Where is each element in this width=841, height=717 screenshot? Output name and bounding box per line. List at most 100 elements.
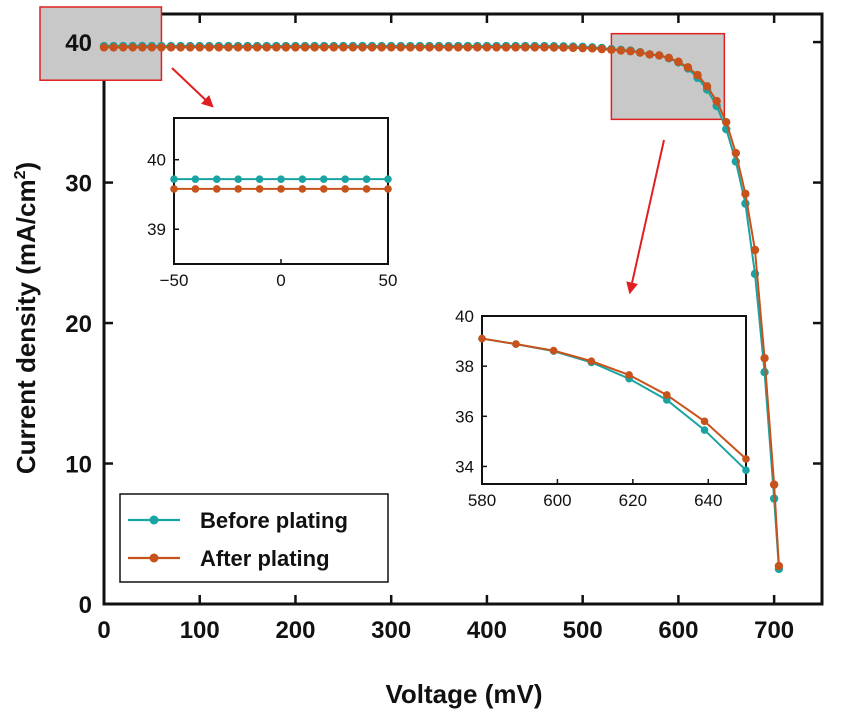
inset-right-data-point: [742, 466, 750, 475]
main-data-point: [774, 561, 784, 571]
main-data-point: [769, 480, 779, 489]
main-data-point: [741, 189, 750, 199]
main-data-point: [272, 43, 281, 52]
y-axis-title: Current density (mA/cm2): [11, 162, 41, 474]
legend: Before plating After plating: [119, 493, 389, 583]
main-data-point: [530, 43, 539, 52]
main-data-point: [138, 43, 147, 52]
main-data-point: [99, 43, 109, 52]
legend-item-before: Before plating: [128, 508, 348, 533]
inset-left-x-tick-label: 50: [379, 271, 398, 290]
main-data-point: [367, 43, 377, 52]
main-plot-frame: [102, 12, 824, 606]
inset-right-data-point: [549, 346, 558, 355]
main-data-point: [683, 63, 693, 72]
x-tick-label: 0: [97, 617, 110, 644]
main-plot: 010020030040050060070001020304040: [39, 6, 824, 644]
inset-left-data-point: [255, 185, 264, 193]
main-data-point: [281, 43, 291, 52]
legend-box: [119, 493, 389, 583]
legend-label: After plating: [200, 546, 330, 571]
inset-right-y-tick-label: 38: [455, 357, 474, 376]
main-data-point: [664, 53, 674, 63]
y-axis-title-close: ): [11, 162, 41, 171]
inset-left-data-point: [170, 185, 178, 193]
main-data-point: [319, 43, 329, 52]
main-data-point: [731, 148, 741, 158]
inset-right-x-tick-label: 580: [468, 491, 496, 510]
inset-left-data-point: [298, 175, 307, 183]
inset-left-data-point: [341, 185, 350, 193]
main-data-point: [722, 117, 731, 127]
inset-left-data-point: [362, 185, 371, 193]
main-data-point: [109, 43, 118, 52]
inset-left-y-tick-label: 40: [147, 151, 166, 170]
y-tick-label: 30: [65, 171, 92, 198]
inset-left-data-point: [384, 185, 392, 193]
main-data-point: [540, 43, 549, 52]
main-data-point: [693, 70, 702, 80]
y-axis-title-base: Current density (mA/cm: [11, 179, 41, 474]
legend-marker: [149, 515, 159, 525]
main-data-point: [233, 43, 243, 52]
inset-right: 580 600 620 640 34 36 38 40: [455, 307, 750, 510]
inset-right-data-point: [478, 334, 486, 343]
main-data-point: [454, 43, 463, 52]
inset-left-data-point: [234, 175, 242, 183]
main-data-point: [750, 245, 760, 255]
inset-left-data-point: [191, 185, 200, 193]
inset-right-y-tick-label: 36: [455, 407, 474, 426]
inset-right-data-point: [700, 426, 709, 434]
main-data-point: [549, 43, 559, 52]
main-data-point: [329, 43, 338, 52]
main-data-point: [176, 43, 185, 52]
zoom-arrow-right: [626, 139, 665, 295]
main-data-point: [597, 44, 607, 54]
main-data-point: [157, 43, 166, 52]
main-data-point: [291, 43, 300, 52]
main-data-point: [655, 51, 664, 60]
inset-right-data-point: [512, 340, 520, 348]
legend-marker: [149, 553, 159, 563]
y-axis-title-superscript: 2: [12, 170, 29, 179]
inset-left-data-point: [384, 175, 392, 183]
zoom-arrow-left: [171, 67, 214, 108]
inset-left-data-point: [341, 175, 350, 183]
inset-left-data-point: [234, 185, 242, 193]
inset-right-data-point: [663, 391, 671, 399]
main-data-point: [387, 43, 396, 52]
y-tick-label: 0: [79, 592, 92, 619]
main-data-point: [568, 43, 578, 53]
x-tick-label: 300: [371, 617, 411, 644]
main-data-point: [578, 43, 587, 53]
main-data-point: [511, 43, 520, 52]
main-data-point: [415, 43, 425, 52]
x-axis-title: Voltage (mV): [386, 679, 543, 709]
x-tick-label: 100: [180, 617, 220, 644]
main-data-point: [473, 43, 482, 52]
x-tick-label: 600: [658, 617, 698, 644]
inset-right-data-point: [742, 455, 750, 463]
inset-left: −50 0 50 39 40: [147, 117, 398, 290]
inset-right-data-point: [625, 371, 633, 379]
zoom-region-right: [610, 32, 726, 121]
main-data-point: [501, 43, 511, 52]
main-data-point: [348, 43, 358, 52]
inset-right-data-point: [700, 417, 709, 426]
inset-left-y-tick-label: 39: [147, 220, 166, 239]
inset-left-data-point: [362, 175, 371, 183]
inset-right-series-line-after: [481, 337, 747, 460]
main-data-point: [214, 43, 224, 52]
y-tick-label: 10: [65, 452, 92, 479]
main-data-point: [224, 43, 233, 52]
main-data-point: [559, 43, 568, 52]
main-data-point: [521, 43, 530, 52]
main-data-point: [463, 43, 472, 52]
main-data-point: [425, 43, 434, 52]
x-tick-label: 200: [275, 617, 315, 644]
main-data-point: [712, 96, 721, 106]
main-data-point: [674, 57, 683, 66]
main-data-point: [195, 43, 204, 52]
inset-left-data-point: [213, 185, 221, 193]
